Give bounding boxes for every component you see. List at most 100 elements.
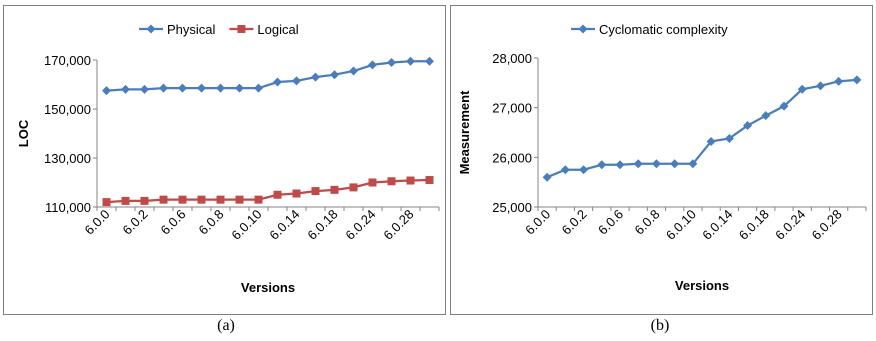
legend-item: Physical	[139, 22, 216, 37]
data-point	[311, 72, 320, 82]
data-point	[706, 136, 716, 146]
data-point	[834, 76, 844, 86]
data-point	[292, 189, 301, 198]
data-point	[197, 195, 206, 204]
legend-label: Cyclomatic complexity	[599, 22, 728, 37]
x-tick-label: 6.0.2	[120, 207, 151, 238]
data-point	[178, 195, 187, 204]
data-point	[178, 83, 187, 93]
chart-panel-a: 110,000 130,000 150,000 170,000 6.0.0 6.0.2 6.…	[3, 5, 446, 315]
data-point	[349, 66, 358, 76]
data-point	[273, 77, 282, 87]
data-point	[368, 178, 377, 187]
data-point	[254, 83, 263, 93]
data-point	[406, 56, 415, 66]
x-tick-label: 6.0.8	[632, 207, 663, 238]
data-point	[121, 196, 130, 205]
data-point	[670, 159, 680, 169]
data-point	[387, 177, 396, 186]
y-tick-label: 150,000	[44, 102, 91, 117]
x-tick-label: 6.0.28	[809, 207, 845, 243]
legend-marker	[237, 25, 246, 33]
data-point	[815, 81, 825, 91]
data-point	[368, 60, 377, 70]
x-tick-label: 6.0.8	[196, 207, 227, 238]
data-point	[102, 198, 111, 207]
x-tick-label: 6.0.2	[559, 207, 590, 238]
x-tick-label: 6.0.24	[772, 207, 808, 243]
y-tick-label: 26,000	[492, 150, 532, 165]
x-axis-title: Versions	[241, 280, 295, 295]
legend-item: Logical	[229, 22, 299, 37]
data-point	[292, 76, 301, 86]
x-tick-label: 6.0.14	[266, 207, 302, 243]
data-point	[216, 195, 225, 204]
data-point	[197, 83, 206, 93]
data-point	[425, 56, 434, 66]
data-point	[633, 159, 643, 169]
data-point	[724, 133, 734, 143]
legend-marker	[578, 24, 588, 34]
data-point	[140, 196, 149, 205]
data-point	[387, 57, 396, 67]
data-point	[102, 86, 111, 96]
y-axis-title: Measurement	[457, 90, 472, 174]
data-point	[597, 160, 607, 170]
y-axis-title: LOC	[16, 119, 31, 147]
legend-item: Cyclomatic complexity	[571, 22, 728, 37]
y-tick-label: 110,000	[45, 200, 91, 215]
x-tick-label: 6.0.10	[663, 207, 699, 243]
data-point	[542, 172, 552, 182]
data-point	[121, 84, 130, 94]
data-point	[235, 83, 244, 93]
y-tick-label: 130,000	[44, 151, 91, 166]
series-line	[546, 78, 857, 179]
data-point	[797, 84, 807, 94]
legend-label: Physical	[167, 22, 216, 37]
x-tick-label: 6.0.6	[158, 207, 189, 238]
data-point	[273, 190, 282, 199]
y-tick-label: 28,000	[492, 51, 532, 66]
y-tick-label: 170,000	[44, 53, 91, 68]
series-logical	[102, 176, 434, 207]
data-point	[216, 83, 225, 93]
x-tick-label: 6.0.18	[736, 207, 772, 243]
data-point	[579, 165, 589, 175]
x-axis-title: Versions	[675, 278, 729, 293]
data-point	[159, 195, 168, 204]
y-tick-label: 27,000	[492, 101, 532, 116]
data-point	[311, 187, 320, 196]
series-line	[106, 178, 430, 204]
data-point	[779, 101, 789, 111]
data-point	[349, 183, 358, 192]
series-cyclomatic-complexity	[542, 75, 862, 182]
x-tick-label: 6.0.14	[699, 207, 735, 243]
x-tick-label: 6.0.24	[342, 207, 378, 243]
chart-panel-b: 25,000 26,000 27,000 28,000 6.0.0 6.0.2 6.0.6 6…	[450, 5, 873, 315]
data-point	[688, 159, 698, 169]
data-point	[330, 70, 339, 80]
data-point	[425, 176, 434, 185]
caption-b: (b)	[650, 317, 670, 334]
series-line	[106, 60, 430, 92]
data-point	[560, 165, 570, 175]
data-point	[761, 111, 771, 121]
data-point	[235, 195, 244, 204]
data-point	[615, 160, 625, 170]
data-point	[852, 75, 862, 85]
data-point	[140, 84, 149, 94]
y-tick-label: 25,000	[492, 200, 532, 215]
data-point	[254, 195, 263, 204]
data-point	[651, 159, 661, 169]
data-point	[743, 121, 753, 131]
x-tick-label: 6.0.10	[228, 207, 264, 243]
data-point	[159, 83, 168, 93]
caption-a: (a)	[217, 317, 235, 334]
x-tick-label: 6.0.18	[304, 207, 340, 243]
legend-marker	[146, 24, 156, 34]
data-point	[330, 185, 339, 194]
data-point	[406, 176, 415, 185]
series-physical	[102, 56, 434, 96]
